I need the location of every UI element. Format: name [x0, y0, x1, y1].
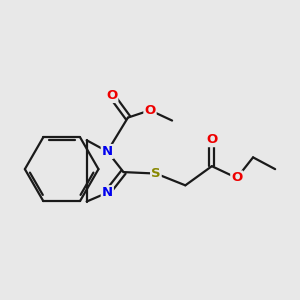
- Text: S: S: [151, 167, 161, 180]
- Text: N: N: [102, 145, 113, 158]
- Text: O: O: [144, 104, 156, 117]
- Text: O: O: [231, 172, 242, 184]
- Text: O: O: [206, 133, 218, 146]
- Text: O: O: [106, 89, 117, 102]
- Text: N: N: [102, 186, 113, 199]
